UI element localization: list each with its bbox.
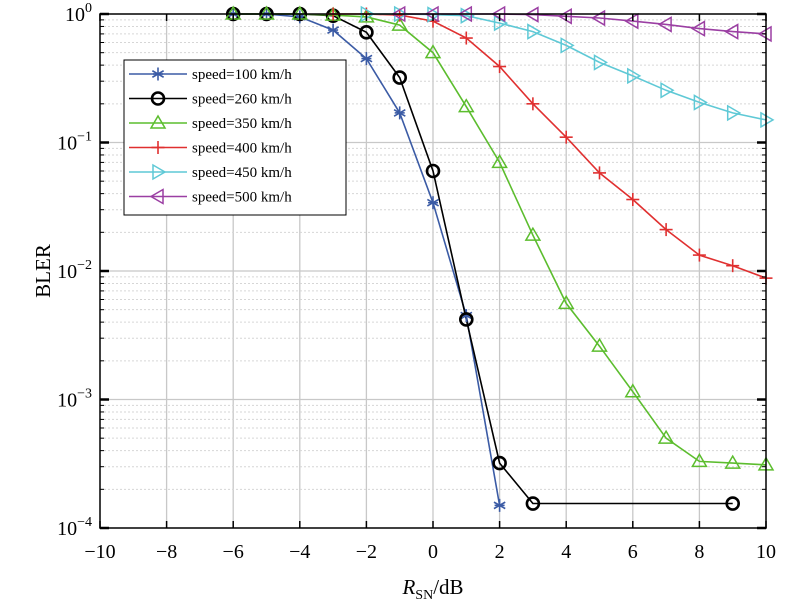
- legend: speed=100 km/h speed=260 km/h speed=350 km…: [123, 59, 347, 216]
- data-point-1: [525, 496, 541, 511]
- x-axis-label-subscript: SN: [415, 588, 433, 603]
- legend-label-2: speed=350 km/h: [192, 116, 292, 132]
- y-tick-labels: 100 10−1 10−2 10−3 10−4: [57, 1, 92, 540]
- data-point-2: [424, 44, 442, 59]
- data-point-4: [660, 81, 675, 99]
- data-point-2: [691, 452, 708, 468]
- y-tick-label: 10−1: [57, 130, 92, 155]
- legend-marker-1: [150, 91, 166, 106]
- legend-marker-4: [152, 163, 167, 181]
- legend-marker-0: [151, 67, 165, 81]
- data-point-5: [690, 20, 706, 37]
- data-point-4: [726, 104, 742, 122]
- y-axis-label: BLER: [31, 244, 55, 298]
- legend-box: [123, 59, 347, 216]
- data-point-3: [593, 166, 606, 180]
- data-point-0: [426, 196, 440, 210]
- x-axis-label: RSN/dB: [401, 575, 463, 603]
- data-point-3: [659, 223, 673, 237]
- data-point-4: [493, 14, 509, 32]
- data-point-2: [591, 337, 608, 352]
- data-point-4: [693, 94, 708, 111]
- axis-ticks: [99, 12, 767, 530]
- x-tick-label: 2: [495, 541, 505, 563]
- data-point-4: [560, 37, 575, 54]
- data-point-0: [360, 52, 373, 66]
- data-point-5: [757, 25, 772, 43]
- x-axis-label-symbol: R: [401, 575, 415, 599]
- data-point-1: [359, 25, 374, 40]
- data-point-4: [593, 54, 608, 71]
- legend-marker-3: [151, 141, 165, 154]
- data-point-4: [527, 23, 542, 40]
- data-point-1: [492, 455, 507, 471]
- x-axis-label-unit: /dB: [433, 575, 463, 599]
- data-point-5: [657, 16, 672, 33]
- data-point-2: [624, 383, 642, 398]
- legend-marker-2: [149, 114, 167, 129]
- legend-marker-5: [149, 188, 164, 205]
- x-tick-label: 10: [756, 541, 776, 563]
- data-point-5: [557, 7, 572, 25]
- data-point-1: [425, 163, 441, 179]
- data-point-2: [724, 454, 742, 469]
- data-point-2: [491, 153, 508, 169]
- data-point-3: [493, 60, 507, 74]
- data-point-2: [457, 98, 475, 113]
- data-point-3: [626, 193, 640, 207]
- data-point-3: [559, 130, 573, 144]
- data-point-0: [327, 23, 340, 37]
- x-tick-labels: −10 −8 −6 −4 −2 0 2 4 6 8 10: [84, 541, 776, 563]
- data-point-3: [692, 248, 706, 262]
- data-point-1: [725, 496, 741, 511]
- data-point-0: [493, 498, 506, 512]
- data-point-3: [459, 31, 473, 45]
- legend-label-0: speed=100 km/h: [192, 67, 292, 83]
- legend-items: speed=100 km/h speed=260 km/h speed=350 km…: [129, 67, 292, 206]
- data-point-3: [726, 259, 740, 273]
- y-tick-label: 10−4: [57, 515, 92, 540]
- data-point-4: [760, 111, 775, 129]
- x-tick-label: 0: [428, 541, 438, 563]
- y-tick-label: 100: [65, 1, 92, 26]
- data-point-2: [391, 16, 409, 31]
- data-point-2: [657, 429, 675, 444]
- data-point-1: [392, 70, 408, 85]
- data-point-2: [524, 226, 542, 241]
- legend-label-1: speed=260 km/h: [192, 92, 292, 108]
- y-tick-label: 10−3: [57, 387, 92, 412]
- x-tick-label: −4: [289, 541, 310, 563]
- x-tick-label: 8: [694, 541, 704, 563]
- x-tick-label: −6: [223, 541, 244, 563]
- data-point-5: [724, 23, 739, 40]
- legend-label-5: speed=500 km/h: [192, 190, 292, 206]
- data-point-4: [627, 67, 642, 85]
- data-point-2: [258, 5, 275, 20]
- data-point-0: [393, 106, 406, 120]
- data-point-2: [557, 294, 575, 310]
- x-tick-label: −8: [156, 541, 177, 563]
- x-tick-label: −10: [84, 541, 115, 563]
- legend-label-3: speed=400 km/h: [192, 141, 292, 157]
- data-point-5: [624, 12, 639, 30]
- data-point-3: [526, 97, 540, 111]
- x-tick-label: −2: [356, 541, 377, 563]
- data-point-1: [458, 312, 474, 327]
- x-tick-label: 4: [561, 541, 571, 563]
- y-tick-label: 10−2: [57, 258, 92, 283]
- legend-label-4: speed=450 km/h: [192, 165, 292, 181]
- x-tick-label: 6: [628, 541, 638, 563]
